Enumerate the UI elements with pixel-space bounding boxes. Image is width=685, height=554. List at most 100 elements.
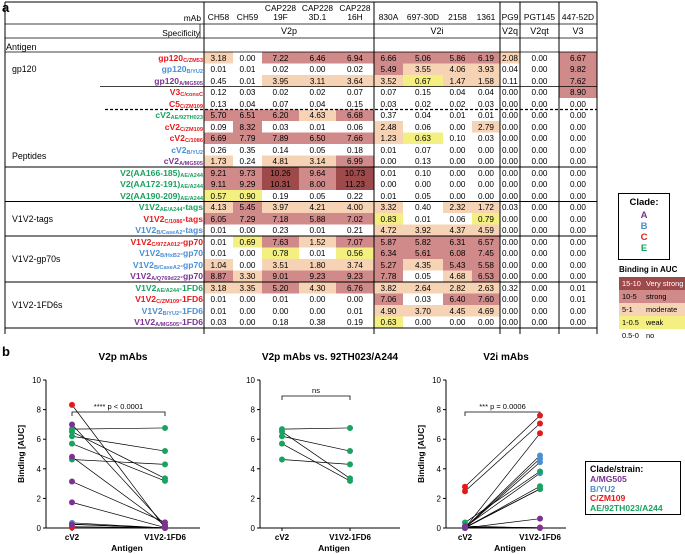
- data-point: [537, 525, 543, 531]
- pair-line: [464, 485, 541, 529]
- value-cell: 4.68: [449, 272, 466, 281]
- data-point: [347, 461, 353, 468]
- value-cell-bg: [500, 190, 520, 202]
- value-cell: 0.01: [239, 65, 256, 74]
- group-label: gp120: [12, 64, 37, 75]
- value-cell-bg: [374, 63, 403, 75]
- row-label: cV2B/YU2: [171, 144, 203, 156]
- value-cell: 3.18: [210, 53, 227, 63]
- value-cell-bg: [233, 201, 262, 213]
- data-point: [537, 430, 543, 437]
- value-cell-bg: [262, 132, 299, 144]
- value-cell-bg: [500, 316, 520, 328]
- data-point: [347, 424, 353, 431]
- binding-legend-item: 5-1 moderate: [619, 303, 685, 316]
- value-cell: 0.00: [531, 237, 548, 247]
- pair-line: [71, 435, 166, 452]
- pair-line: [464, 488, 541, 529]
- value-cell: 8.90: [570, 88, 586, 97]
- value-cell-bg: [204, 247, 233, 259]
- value-cell-bg: [374, 270, 403, 282]
- value-cell: 6.19: [478, 53, 494, 63]
- value-cell-bg: [520, 75, 559, 87]
- specificity-header: Specificity: [162, 28, 200, 38]
- value-cell: 0.00: [449, 157, 466, 166]
- value-cell-bg: [299, 75, 336, 87]
- value-cell: 9.21: [210, 168, 227, 178]
- y-tick-label: 4: [437, 465, 442, 474]
- value-cell: 0.03: [478, 99, 494, 109]
- y-tick-label: 4: [37, 465, 42, 474]
- row-label: V1V2B/HxB2-gp70: [139, 248, 203, 259]
- value-cell-bg: [472, 305, 500, 317]
- value-cell: 0.01: [309, 122, 326, 132]
- value-cell-bg: [299, 259, 336, 271]
- value-cell-bg: [559, 178, 597, 190]
- value-cell-bg: [443, 121, 472, 133]
- value-cell-bg: [520, 86, 559, 98]
- strain-legend-item: A/MG505: [590, 474, 627, 484]
- value-cell: 0.00: [347, 295, 363, 304]
- value-cell: 2.79: [478, 122, 494, 132]
- value-cell-bg: [336, 259, 374, 271]
- value-cell: 3.93: [478, 65, 494, 74]
- value-cell-bg: [374, 178, 403, 190]
- value-cell-bg: [204, 155, 233, 167]
- value-cell: 0.11: [502, 76, 518, 86]
- data-point: [537, 515, 543, 522]
- value-cell-bg: [500, 132, 520, 144]
- row-label: V1V2B/CaseA2-tags: [135, 225, 203, 236]
- value-cell: 3.18: [210, 283, 227, 293]
- value-cell: 0.00: [531, 157, 548, 166]
- specificity-label: V2q: [501, 26, 518, 36]
- specificity-label: V2p: [280, 26, 297, 36]
- value-cell: 0.06: [449, 214, 466, 224]
- value-cell: 0.00: [531, 260, 548, 270]
- value-cell-bg: [403, 259, 443, 271]
- value-cell: 5.45: [239, 203, 256, 212]
- value-cell-bg: [374, 144, 403, 156]
- value-cell-bg: [204, 75, 233, 87]
- specificity-label: V2i: [430, 26, 444, 36]
- value-cell-bg: [443, 109, 472, 121]
- data-point: [347, 475, 353, 482]
- value-cell-bg: [520, 109, 559, 121]
- value-cell-bg: [472, 52, 500, 64]
- row-label: V1V2C/1086-tags: [143, 213, 203, 225]
- value-cell-bg: [472, 121, 500, 133]
- value-cell-bg: [233, 121, 262, 133]
- x-tick-label: cV2: [458, 533, 473, 542]
- value-cell: 6.46: [309, 53, 326, 63]
- value-cell-bg: [443, 282, 472, 294]
- value-cell-bg: [204, 52, 233, 64]
- value-cell-bg: [500, 86, 520, 98]
- value-cell-bg: [520, 316, 559, 328]
- value-cell: 0.00: [531, 203, 548, 212]
- chart-title: V2i mAbs: [483, 352, 529, 363]
- value-cell-bg: [472, 282, 500, 294]
- value-cell-bg: [299, 167, 336, 179]
- row-label: V1V2A/Q769d22-gp70: [130, 271, 203, 282]
- pair-line: [464, 458, 541, 529]
- y-tick-label: 8: [37, 406, 42, 415]
- value-cell-bg: [443, 52, 472, 64]
- value-cell-bg: [500, 155, 520, 167]
- value-cell: 0.00: [502, 318, 518, 327]
- pair-line: [71, 404, 166, 529]
- value-cell-bg: [559, 236, 597, 248]
- value-cell: 4.72: [380, 226, 397, 235]
- value-cell-bg: [559, 75, 597, 87]
- value-cell: 5.20: [272, 283, 289, 293]
- value-cell: 0.00: [531, 272, 548, 281]
- value-cell-bg: [520, 224, 559, 236]
- value-cell: 0.01: [210, 249, 227, 258]
- value-cell: 0.00: [239, 53, 256, 63]
- value-cell: 0.00: [531, 53, 548, 63]
- value-cell: 7.62: [570, 76, 586, 86]
- value-cell-bg: [403, 213, 443, 225]
- value-cell-bg: [233, 132, 262, 144]
- value-cell: 0.37: [380, 111, 397, 120]
- strain-legend-item: AE/92TH023/A244: [590, 502, 663, 513]
- value-cell-bg: [443, 144, 472, 156]
